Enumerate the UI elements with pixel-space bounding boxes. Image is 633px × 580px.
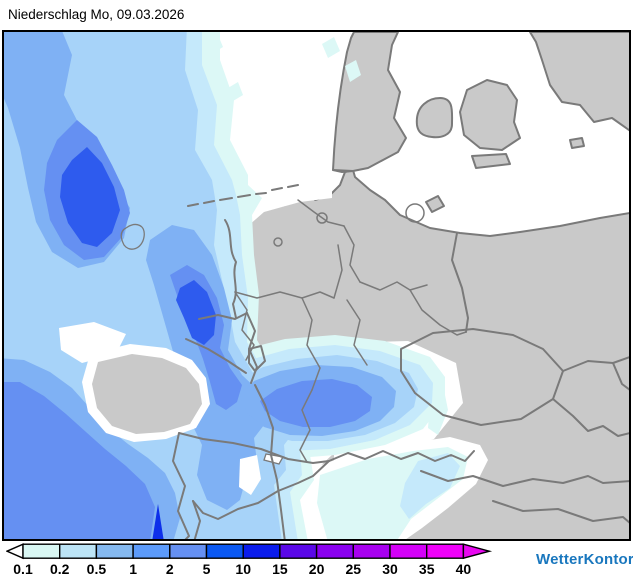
land-bornholm [569, 137, 585, 149]
rain-contour [428, 395, 448, 435]
rain-contour [176, 280, 216, 345]
legend-tick-label: 40 [456, 561, 472, 577]
border-nds-east [333, 244, 343, 299]
legend-cell [389, 543, 428, 559]
border-at-si [420, 470, 629, 487]
weather-map [2, 30, 631, 541]
rain-10-group [152, 504, 164, 539]
border-ch-north [178, 432, 330, 464]
legend-cell [59, 543, 98, 559]
border-ch-south [192, 460, 330, 520]
legend-tick-label: 5 [203, 561, 211, 577]
legend-cell [22, 543, 61, 559]
rain-contour [4, 382, 155, 539]
land-fyn [415, 97, 454, 139]
border-mv-west [343, 225, 361, 283]
border-ch-west [172, 432, 190, 539]
legend-tick-label: 0.1 [13, 561, 33, 577]
lake-ijsselmeer [120, 223, 145, 250]
border-at-hu [552, 398, 629, 437]
legend-cell [95, 543, 134, 559]
legend-cell [242, 543, 281, 559]
land-ruegen [425, 195, 445, 213]
wadden-islands [187, 184, 299, 207]
legend-tick-label: 1 [129, 561, 137, 577]
rain-contour [60, 147, 120, 247]
dry-land-normandy [92, 354, 202, 434]
border-sk-cz [562, 356, 629, 372]
border-st-bb [359, 281, 428, 291]
wetterkontor-logo: WetterKontor [536, 551, 633, 568]
border-fr-de [254, 384, 286, 539]
legend-tick-label: 15 [272, 561, 288, 577]
rain-patch [345, 60, 361, 82]
legend-cell [205, 543, 244, 559]
border-thueringen-sachsen [346, 299, 368, 366]
border-nds-south [234, 291, 335, 299]
legend-tick-label: 2 [166, 561, 174, 577]
legend-tick-label: 20 [309, 561, 325, 577]
dry-gap [239, 455, 261, 495]
land-lolland [471, 153, 511, 169]
legend-tick-label: 35 [419, 561, 435, 577]
legend-cell [426, 543, 465, 559]
rain-patch [322, 37, 340, 58]
legend-tick-label: 0.2 [50, 561, 70, 577]
rain-contour [400, 453, 460, 519]
logo-text: WetterKontor [536, 551, 633, 568]
legend-tick-label: 25 [346, 561, 362, 577]
border-si-hr [492, 500, 629, 524]
border-nrw-east [234, 291, 255, 361]
rain-contour [152, 504, 164, 539]
border-nl-de [224, 219, 237, 319]
legend-cell [315, 543, 355, 559]
legend-cell [169, 543, 208, 559]
border-berlin [405, 203, 425, 223]
border-bb-sachsen [409, 289, 467, 336]
border-bw-bayern [299, 389, 313, 463]
border-hessen-thueringen [301, 297, 321, 391]
map-canvas [4, 32, 629, 539]
border-pl-de [451, 232, 469, 333]
rain-patch [228, 82, 243, 101]
border-be-nl [198, 312, 248, 320]
page-title: Niederschlag Mo, 09.03.2026 [8, 7, 185, 22]
border-bremen [273, 237, 283, 247]
border-dk-de [332, 169, 354, 172]
land-sweden [529, 32, 629, 132]
rain-5-group [60, 147, 216, 345]
legend-cell [352, 543, 391, 559]
legend-head-arrow [462, 543, 493, 560]
border-it-fr [192, 500, 201, 539]
precipitation-legend: 0.1 0.2 0.5 1 2 5 10 15 20 25 30 35 40 [5, 543, 498, 580]
border-hamburg [316, 212, 328, 224]
legend-cell [132, 543, 171, 559]
country-border-group [172, 169, 629, 539]
legend-tick-label: 30 [382, 561, 398, 577]
border-sk-hu [612, 362, 629, 391]
legend-scale: 0.1 0.2 0.5 1 2 5 10 15 20 25 30 35 40 [5, 543, 493, 577]
rain-contour [260, 379, 372, 427]
state-border-group [234, 199, 467, 463]
border-elbe-sh [297, 199, 345, 227]
border-luxembourg [248, 345, 266, 372]
rain-patch [208, 35, 223, 53]
land-zealand [459, 79, 521, 151]
legend-cell [279, 543, 318, 559]
legend-tick-label: 10 [235, 561, 251, 577]
legend-tail-arrow [5, 543, 24, 560]
border-be-fr [185, 338, 247, 374]
legend-tick-label: 0.5 [87, 561, 107, 577]
border-at-de [328, 450, 475, 462]
